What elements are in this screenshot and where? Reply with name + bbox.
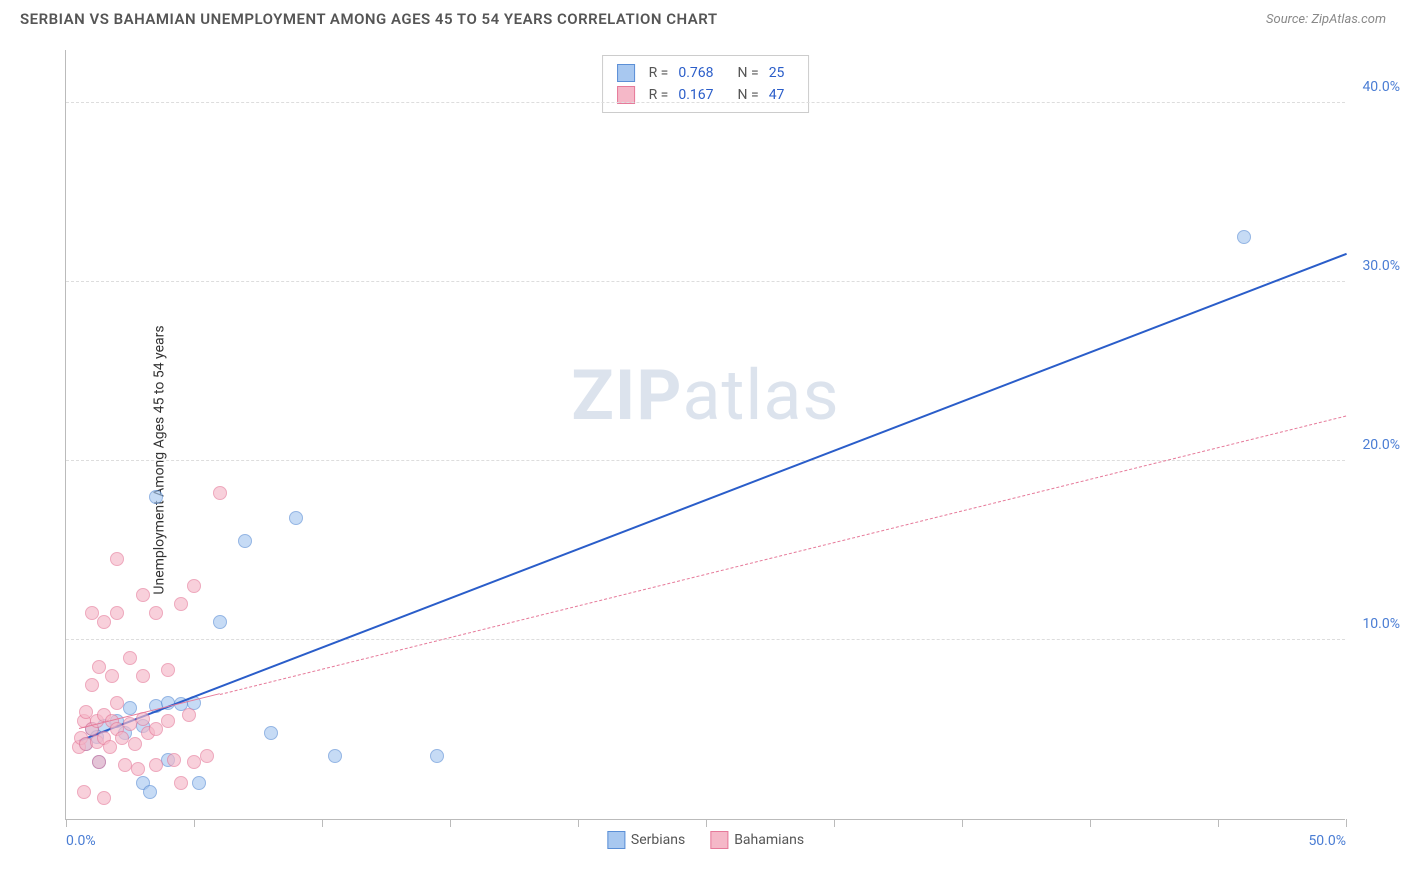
- series-name: Serbians: [631, 832, 685, 848]
- data-point: [238, 534, 252, 548]
- n-label: N =: [738, 65, 759, 81]
- x-tick-mark: [66, 819, 67, 827]
- y-tick-label: 40.0%: [1362, 79, 1400, 95]
- data-point: [97, 791, 111, 805]
- y-tick-label: 30.0%: [1362, 258, 1400, 274]
- data-point: [136, 588, 150, 602]
- data-point: [161, 663, 175, 677]
- gridline: [66, 639, 1345, 640]
- y-tick-label: 10.0%: [1362, 616, 1400, 632]
- data-point: [136, 669, 150, 683]
- data-point: [131, 762, 145, 776]
- legend-swatch: [710, 831, 728, 849]
- n-value: 25: [769, 65, 785, 81]
- legend-item: Bahamians: [710, 831, 804, 849]
- data-point: [123, 701, 137, 715]
- x-tick-mark: [962, 819, 963, 827]
- data-point: [1237, 230, 1251, 244]
- series-name: Bahamians: [734, 832, 804, 848]
- data-point: [200, 749, 214, 763]
- data-point: [92, 755, 106, 769]
- data-point: [213, 615, 227, 629]
- chart-container: Unemployment Among Ages 45 to 54 years Z…: [50, 45, 1390, 875]
- legend-row: R = 0.768 N = 25: [617, 62, 795, 84]
- data-point: [149, 490, 163, 504]
- legend-swatch: [607, 831, 625, 849]
- legend-swatch: [617, 64, 635, 82]
- data-point: [103, 740, 117, 754]
- data-point: [77, 785, 91, 799]
- legend-item: Serbians: [607, 831, 685, 849]
- data-point: [92, 660, 106, 674]
- y-tick-label: 20.0%: [1362, 437, 1400, 453]
- data-point: [149, 606, 163, 620]
- x-tick-mark: [450, 819, 451, 827]
- gridline: [66, 102, 1345, 103]
- data-point: [182, 708, 196, 722]
- data-point: [110, 552, 124, 566]
- x-tick-mark: [834, 819, 835, 827]
- correlation-legend: R = 0.768 N = 25 R = 0.167 N = 47: [602, 55, 810, 113]
- x-tick-mark: [194, 819, 195, 827]
- r-value: 0.768: [678, 65, 713, 81]
- series-legend: Serbians Bahamians: [607, 831, 804, 849]
- data-point: [174, 776, 188, 790]
- data-point: [167, 753, 181, 767]
- data-point: [149, 758, 163, 772]
- data-point: [174, 597, 188, 611]
- r-label: R =: [649, 87, 669, 103]
- r-label: R =: [649, 65, 669, 81]
- data-point: [85, 606, 99, 620]
- data-point: [110, 696, 124, 710]
- data-point: [213, 486, 227, 500]
- data-point: [85, 678, 99, 692]
- n-label: N =: [738, 87, 759, 103]
- n-value: 47: [769, 87, 785, 103]
- x-tick-label: 0.0%: [66, 833, 96, 849]
- x-tick-mark: [706, 819, 707, 827]
- data-point: [97, 615, 111, 629]
- r-value: 0.167: [678, 87, 713, 103]
- trend-line: [78, 253, 1346, 742]
- data-point: [105, 669, 119, 683]
- data-point: [289, 511, 303, 525]
- chart-title: SERBIAN VS BAHAMIAN UNEMPLOYMENT AMONG A…: [20, 10, 718, 28]
- data-point: [264, 726, 278, 740]
- plot-area: ZIPatlas R =0.768N =25R =0.167N =47 Serb…: [65, 50, 1345, 820]
- x-tick-mark: [1346, 819, 1347, 827]
- data-point: [149, 722, 163, 736]
- data-point: [430, 749, 444, 763]
- data-point: [328, 749, 342, 763]
- source-attribution: Source: ZipAtlas.com: [1266, 12, 1386, 27]
- data-point: [128, 737, 142, 751]
- data-point: [192, 776, 206, 790]
- x-tick-mark: [322, 819, 323, 827]
- gridline: [66, 460, 1345, 461]
- data-point: [123, 651, 137, 665]
- data-point: [143, 785, 157, 799]
- trend-line: [219, 415, 1346, 695]
- x-tick-mark: [1090, 819, 1091, 827]
- x-tick-label: 50.0%: [1308, 833, 1346, 849]
- data-point: [187, 579, 201, 593]
- data-point: [110, 606, 124, 620]
- x-tick-mark: [1218, 819, 1219, 827]
- data-point: [118, 758, 132, 772]
- x-tick-mark: [578, 819, 579, 827]
- watermark: ZIPatlas: [571, 355, 839, 437]
- gridline: [66, 281, 1345, 282]
- data-point: [161, 714, 175, 728]
